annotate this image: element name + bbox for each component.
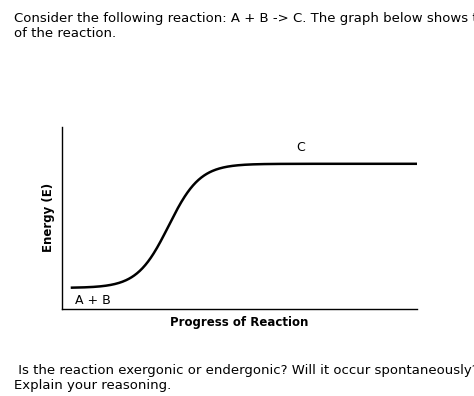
Text: Is the reaction exergonic or endergonic? Will it occur spontaneously?
Explain yo: Is the reaction exergonic or endergonic?…	[14, 364, 474, 392]
Y-axis label: Energy (E): Energy (E)	[42, 183, 55, 252]
Text: C: C	[296, 141, 305, 154]
Text: A + B: A + B	[75, 294, 111, 307]
Text: Consider the following reaction: A + B -> C. The graph below shows the energy ch: Consider the following reaction: A + B -…	[14, 12, 474, 40]
X-axis label: Progress of Reaction: Progress of Reaction	[170, 316, 309, 329]
